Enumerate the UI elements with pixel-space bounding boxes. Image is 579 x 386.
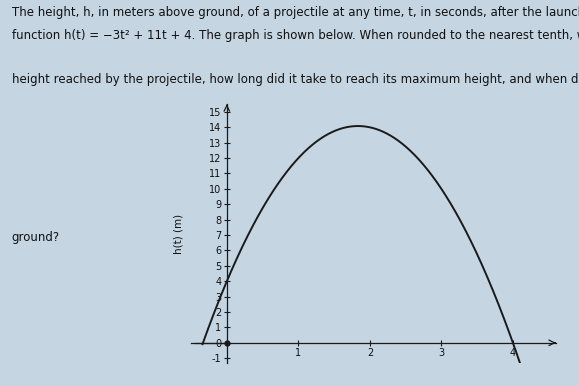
Text: function h(t) = −3t² + 11t + 4. The graph is shown below. When rounded to the ne: function h(t) = −3t² + 11t + 4. The grap… — [12, 29, 579, 42]
Text: ground?: ground? — [12, 231, 60, 244]
Text: The height, h, in meters above ground, of a projectile at any time, t, in second: The height, h, in meters above ground, o… — [12, 6, 579, 19]
Y-axis label: h(t) (m): h(t) (m) — [174, 213, 184, 254]
Text: height reached by the projectile, how long did it take to reach its maximum heig: height reached by the projectile, how lo… — [12, 73, 579, 86]
